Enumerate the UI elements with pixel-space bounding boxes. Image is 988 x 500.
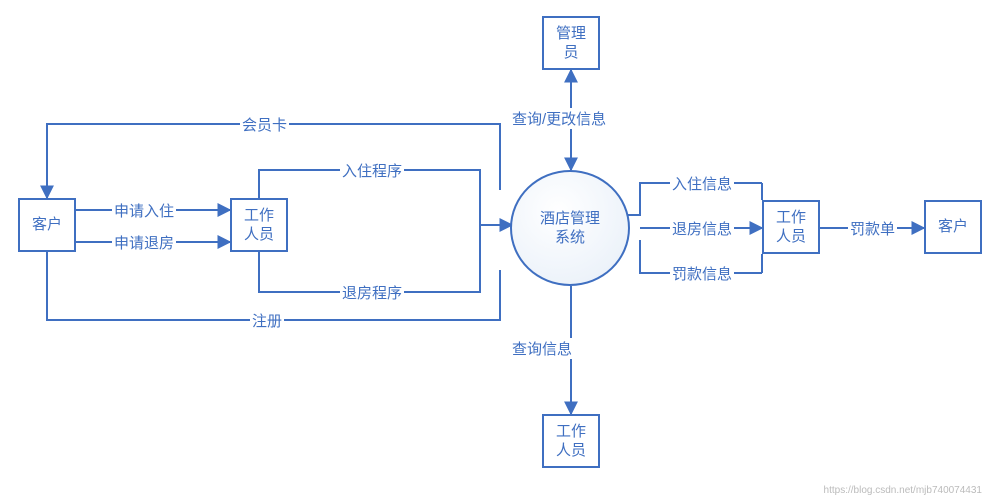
edge-label-checkin-info: 入住信息 [670, 173, 734, 194]
node-label: 酒店管理系统 [540, 209, 600, 248]
edge-label-penalty-slip: 罚款单 [848, 218, 897, 239]
node-staff-left: 工作人员 [230, 198, 288, 252]
node-admin-top: 管理员 [542, 16, 600, 70]
edge-label-checkout-info: 退房信息 [670, 218, 734, 239]
node-staff-bottom: 工作人员 [542, 414, 600, 468]
node-label: 客户 [938, 217, 968, 237]
edge-label-penalty-info: 罚款信息 [670, 263, 734, 284]
node-label: 客户 [32, 215, 62, 235]
edge-label-query-modify: 查询/更改信息 [510, 108, 608, 129]
edge-label-apply-checkin: 申请入住 [112, 200, 176, 221]
node-staff-right: 工作人员 [762, 200, 820, 254]
edge-label-apply-checkout: 申请退房 [112, 232, 176, 253]
node-label: 工作人员 [556, 422, 586, 461]
node-customer-left: 客户 [18, 198, 76, 252]
node-label: 工作人员 [776, 208, 806, 247]
diagram-canvas: 客户 工作人员 管理员 酒店管理系统 工作人员 客户 工作人员 会员卡 申请入住… [0, 0, 988, 500]
edge-label-register: 注册 [250, 310, 284, 331]
edge-label-checkin-proc: 入住程序 [340, 160, 404, 181]
node-system: 酒店管理系统 [510, 170, 630, 286]
edge-label-member-card: 会员卡 [240, 114, 289, 135]
node-label: 管理员 [556, 24, 586, 63]
watermark: https://blog.csdn.net/mjb740074431 [824, 485, 982, 496]
edge-label-checkout-proc: 退房程序 [340, 282, 404, 303]
node-customer-right: 客户 [924, 200, 982, 254]
edge-label-query-info: 查询信息 [510, 338, 574, 359]
node-label: 工作人员 [244, 206, 274, 245]
